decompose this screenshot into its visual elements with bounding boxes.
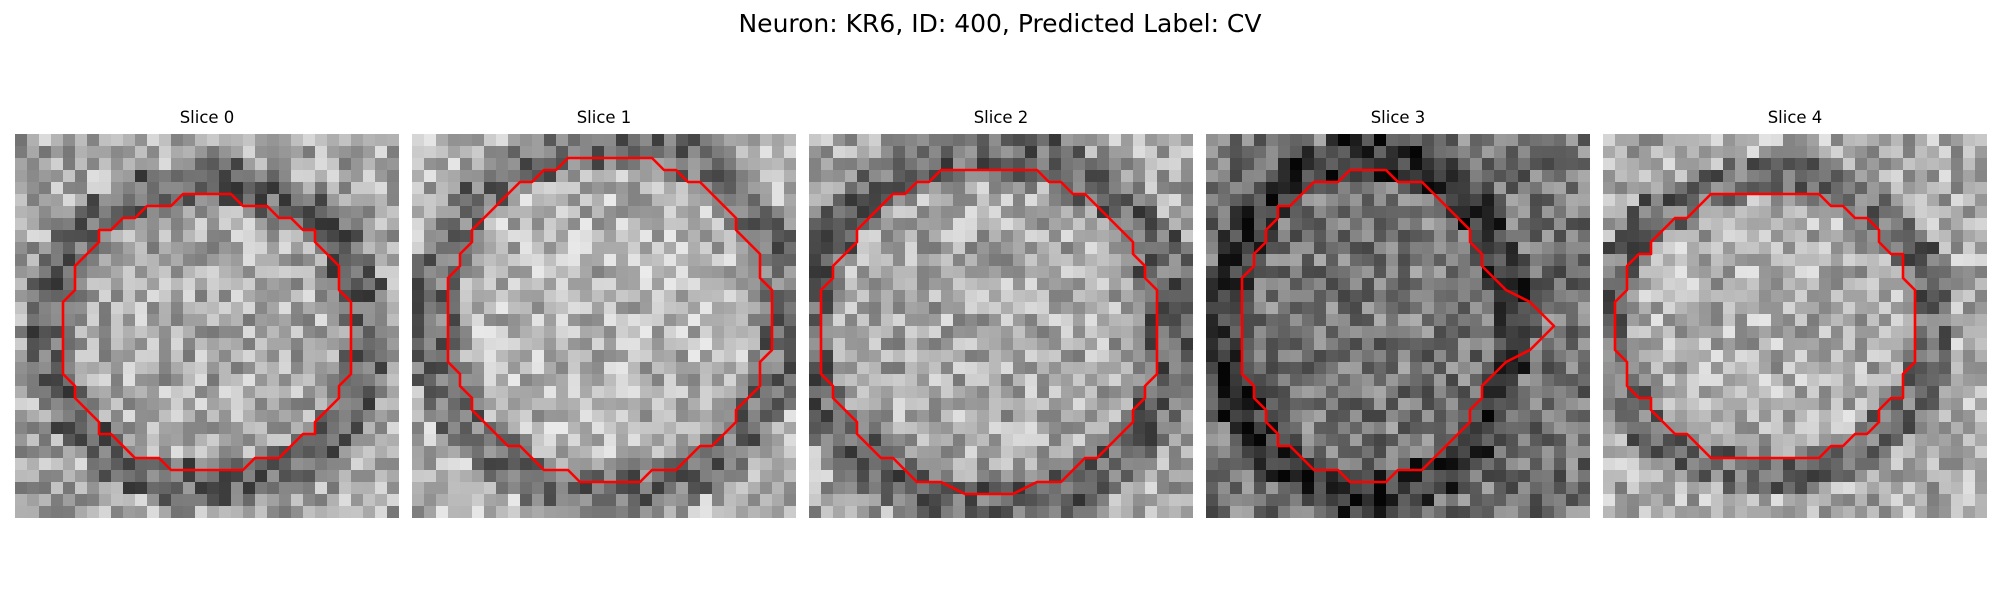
pixel-grid — [15, 134, 399, 518]
slice-panel-3: Slice 3 — [1206, 106, 1590, 518]
pixel-grid — [1206, 134, 1590, 518]
slice-title: Slice 3 — [1370, 108, 1426, 127]
slice-panel-2: Slice 2 — [809, 106, 1193, 518]
slice-panel-1: Slice 1 — [412, 106, 796, 518]
slice-panel-4: Slice 4 — [1603, 106, 1987, 518]
slice-image-4 — [1603, 134, 1987, 518]
slice-title: Slice 4 — [1767, 108, 1823, 127]
slice-image-1 — [412, 134, 796, 518]
slice-title: Slice 0 — [179, 108, 235, 127]
segmentation-contour — [61, 192, 353, 472]
figure-title: Neuron: KR6, ID: 400, Predicted Label: C… — [738, 9, 1262, 38]
segmentation-contour — [1240, 168, 1556, 484]
slice-image-2 — [809, 134, 1193, 518]
slice-title: Slice 2 — [973, 108, 1029, 127]
pixel-grid — [412, 134, 796, 518]
pixel-grid — [809, 134, 1193, 518]
slice-panel-0: Slice 0 — [15, 106, 399, 518]
pixel-grid — [1603, 134, 1987, 518]
segmentation-contour — [446, 156, 774, 484]
slice-title: Slice 1 — [576, 108, 632, 127]
segmentation-contour — [819, 168, 1159, 496]
slice-image-3 — [1206, 134, 1590, 518]
segmentation-contour — [1613, 192, 1917, 460]
slice-image-0 — [15, 134, 399, 518]
